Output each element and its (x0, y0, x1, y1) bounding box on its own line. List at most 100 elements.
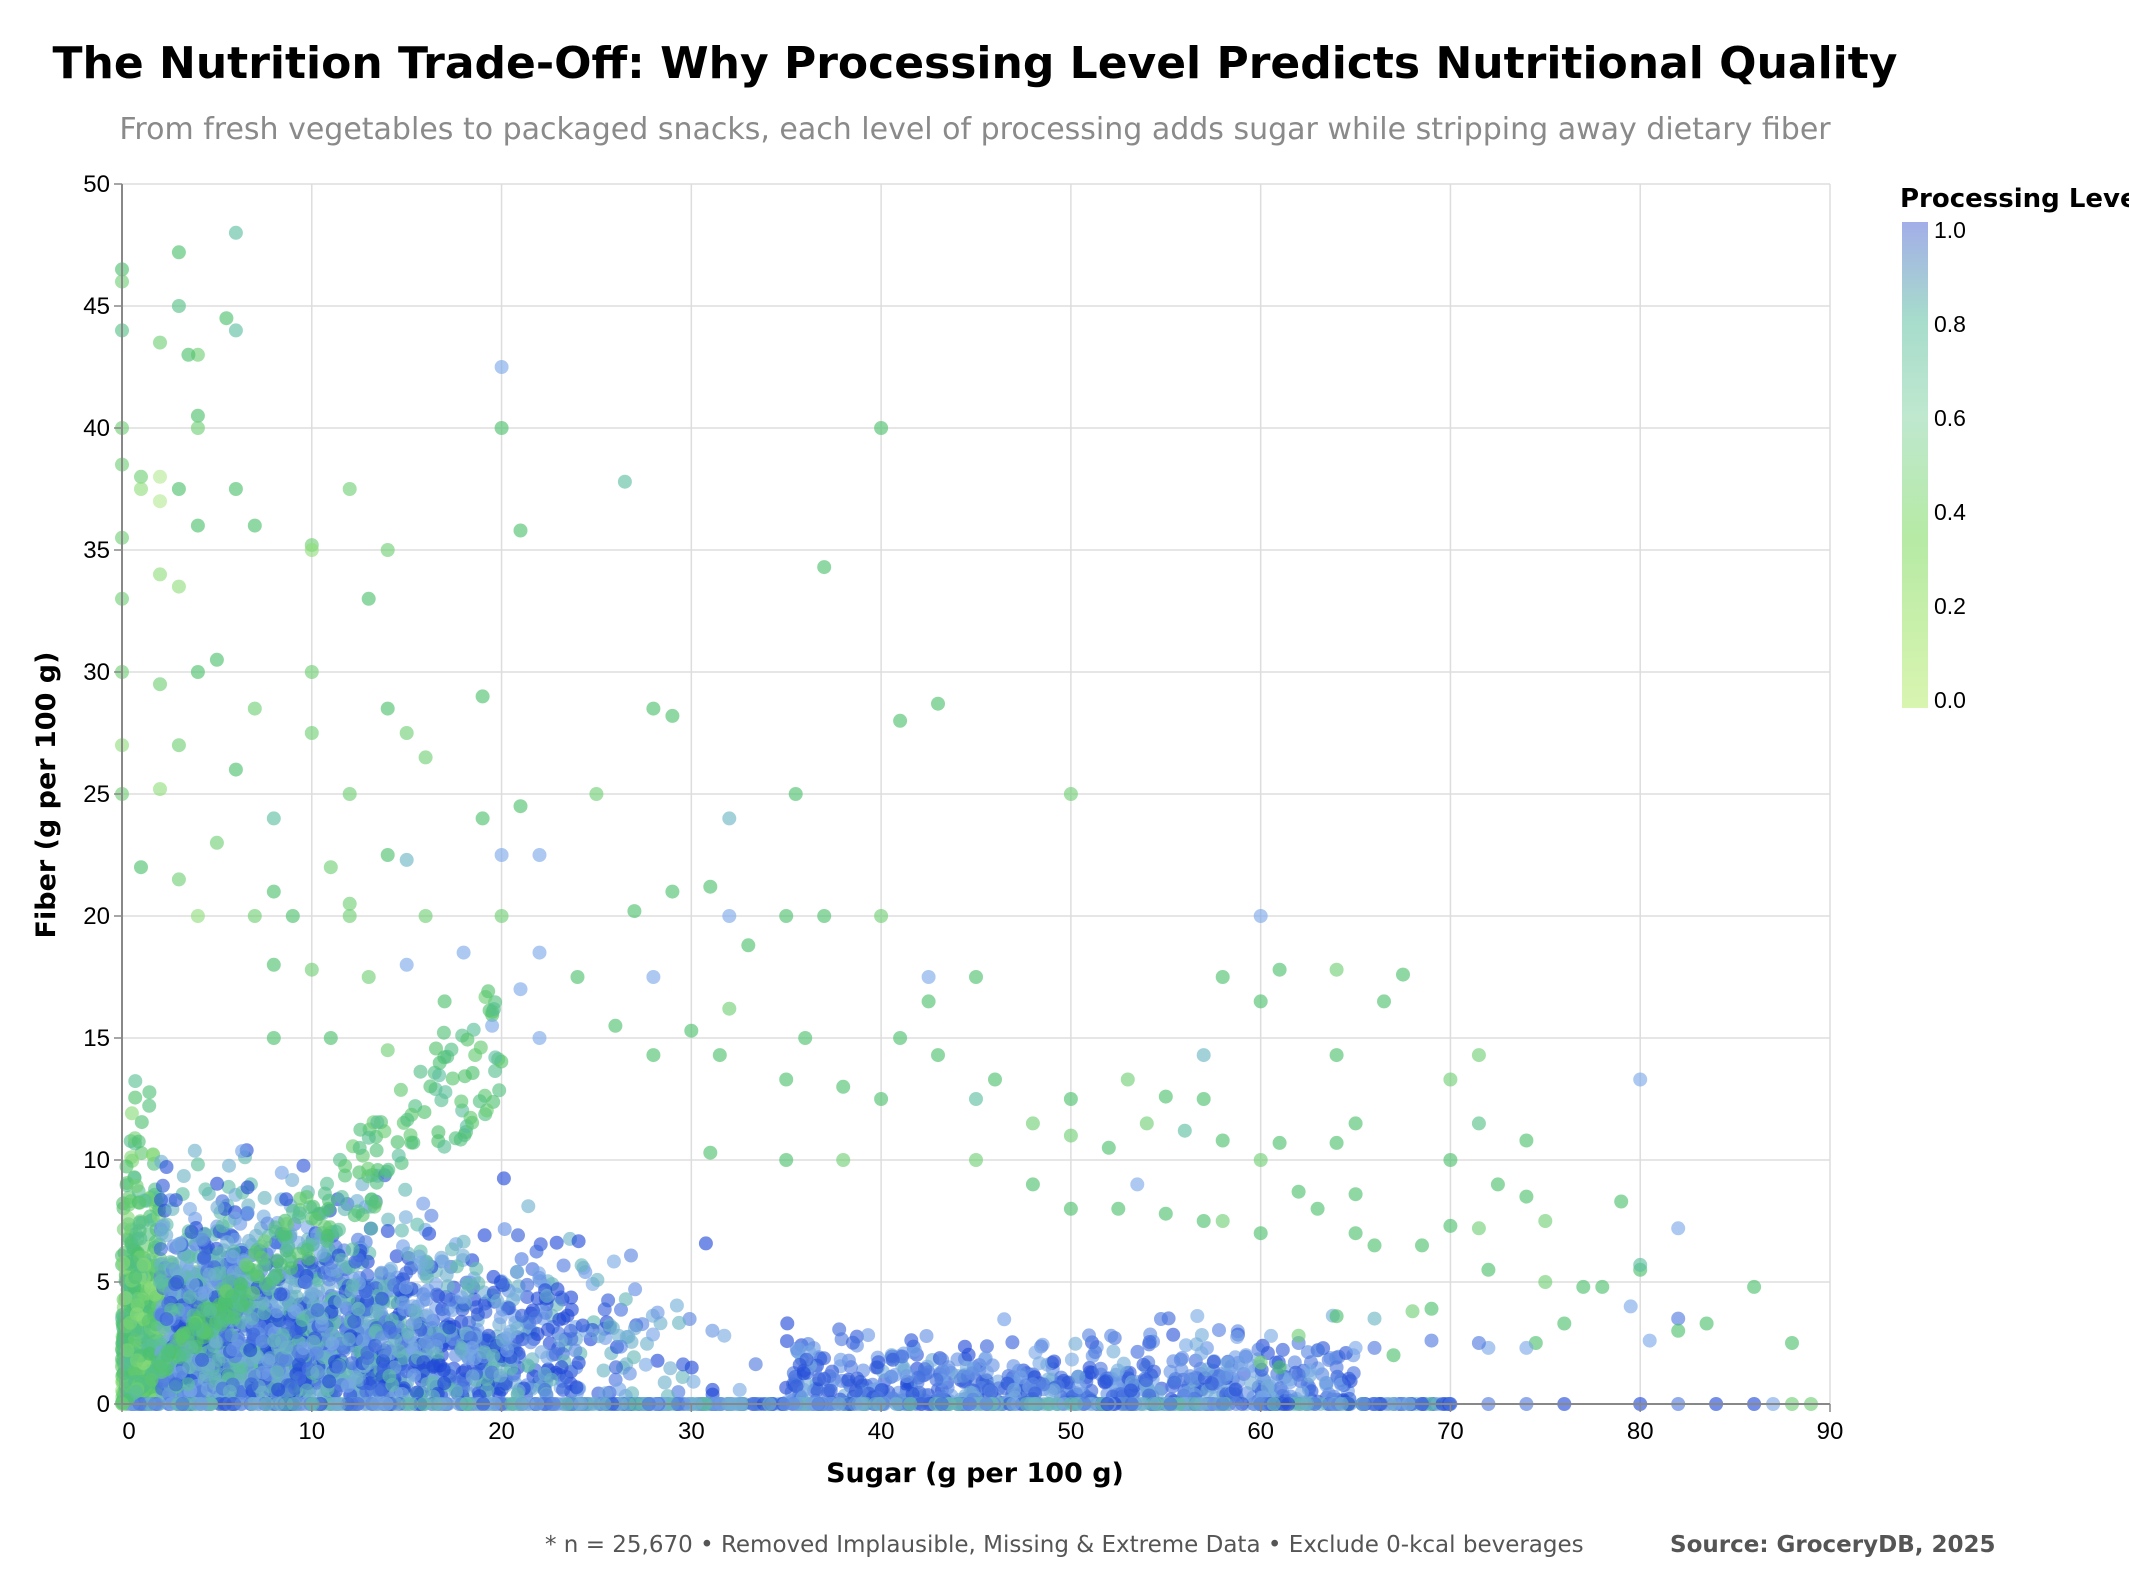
data-point (486, 1269, 501, 1284)
data-point (309, 1346, 324, 1361)
data-point (568, 1343, 583, 1358)
data-point (575, 1318, 590, 1333)
data-point (295, 1313, 310, 1327)
data-point (185, 1277, 200, 1291)
data-point (669, 1298, 684, 1313)
data-point (1093, 1361, 1108, 1376)
data-point (817, 1351, 831, 1366)
data-point (626, 1350, 641, 1365)
data-point (369, 1143, 384, 1158)
data-point (1206, 1354, 1221, 1369)
data-point (1028, 1386, 1043, 1401)
data-point (129, 1179, 144, 1193)
data-point (552, 1312, 567, 1327)
data-point (131, 1291, 146, 1306)
data-point (310, 1365, 325, 1379)
data-point (919, 1329, 934, 1343)
data-point (429, 1287, 444, 1302)
data-point (564, 1302, 579, 1317)
data-point (197, 1285, 212, 1300)
data-point (698, 1236, 713, 1251)
data-point (372, 1385, 387, 1400)
data-point (609, 1360, 623, 1375)
data-point (564, 1290, 579, 1305)
data-point (521, 1199, 536, 1214)
data-point (511, 1228, 525, 1243)
data-point (449, 1259, 464, 1274)
data-point (426, 1375, 441, 1390)
data-point (345, 1242, 360, 1257)
data-point (1228, 1382, 1243, 1397)
data-point (385, 1295, 400, 1310)
data-point (222, 1384, 237, 1399)
data-point (871, 1355, 886, 1370)
data-point (133, 1231, 148, 1246)
data-point (1068, 1336, 1083, 1351)
data-point (461, 1315, 476, 1330)
data-point (1007, 1382, 1022, 1397)
data-point (154, 1192, 168, 1207)
data-point (1104, 1328, 1119, 1343)
data-point (332, 1360, 347, 1375)
data-point (590, 1272, 605, 1287)
data-point (120, 1210, 135, 1225)
data-point (408, 1315, 423, 1330)
data-point (159, 1312, 174, 1327)
data-point (624, 1334, 639, 1349)
data-point (261, 1353, 276, 1368)
data-point (493, 1310, 508, 1325)
data-point (375, 1330, 390, 1345)
data-point (128, 1074, 143, 1089)
data-point (202, 1267, 217, 1282)
data-point (334, 1253, 349, 1267)
data-point (1302, 1363, 1317, 1378)
data-point (823, 1383, 838, 1398)
data-point (574, 1258, 589, 1273)
data-point (398, 1182, 413, 1197)
data-point (302, 1290, 316, 1305)
data-point (732, 1382, 747, 1397)
data-point (292, 1371, 307, 1386)
data-point (549, 1235, 564, 1250)
data-point (845, 1335, 860, 1350)
data-point (1190, 1309, 1205, 1323)
data-point (492, 1083, 507, 1098)
data-point (134, 1115, 149, 1130)
data-point (460, 1277, 475, 1292)
data-point (172, 1237, 187, 1252)
data-point (612, 1382, 627, 1397)
data-point (270, 1365, 285, 1380)
data-point (510, 1264, 525, 1279)
data-point (1264, 1328, 1278, 1343)
data-point (397, 1302, 412, 1317)
data-point (675, 1370, 690, 1384)
data-point (471, 1276, 486, 1291)
data-point (129, 1353, 144, 1368)
data-point (520, 1358, 535, 1373)
data-point (899, 1369, 914, 1384)
data-point (142, 1098, 157, 1113)
data-point (345, 1278, 360, 1293)
data-point (257, 1190, 272, 1205)
data-point (215, 1219, 230, 1233)
data-point (510, 1321, 525, 1336)
data-point (1287, 1355, 1302, 1370)
data-point (443, 1292, 458, 1307)
data-point (799, 1352, 814, 1367)
data-point (848, 1384, 863, 1399)
data-point (1047, 1354, 1062, 1369)
data-point (200, 1382, 215, 1397)
data-point (449, 1384, 463, 1399)
data-point (432, 1068, 447, 1083)
data-point (1013, 1370, 1028, 1385)
data-point (571, 1234, 586, 1249)
data-point (541, 1322, 555, 1337)
data-point (116, 1222, 131, 1237)
data-point (124, 1106, 139, 1121)
data-point (940, 1380, 955, 1395)
data-point (481, 1328, 496, 1343)
data-point (488, 1050, 503, 1065)
data-point (486, 1348, 501, 1363)
data-point (374, 1265, 389, 1280)
